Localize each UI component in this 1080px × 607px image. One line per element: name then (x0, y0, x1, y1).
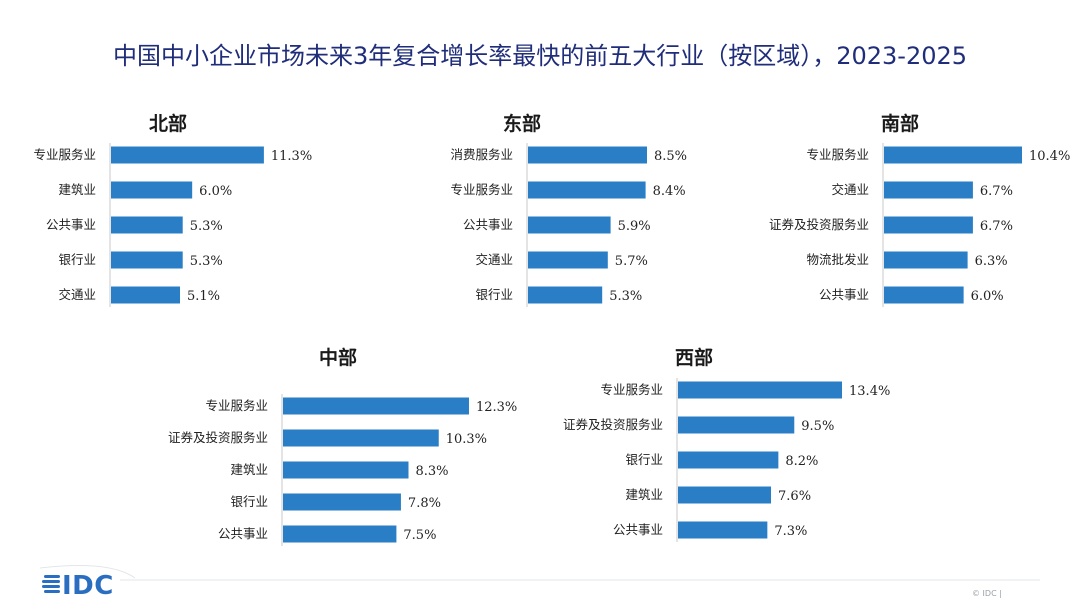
category-label: 证券及投资服务业 (563, 417, 663, 432)
bar (884, 251, 968, 269)
data-label: 13.4% (849, 384, 890, 399)
bar (678, 416, 795, 434)
category-label: 银行业 (230, 494, 268, 509)
category-label: 公共事业 (463, 217, 513, 232)
data-label: 10.4% (1029, 149, 1070, 164)
bar (111, 181, 193, 199)
idc-logo: IDC (42, 571, 114, 601)
category-label: 专业服务业 (33, 147, 96, 162)
category-label: 专业服务业 (806, 147, 869, 162)
chart-title: 中国中小企业市场未来3年复合增长率最快的前五大行业（按区域），2023-2025 (113, 42, 967, 70)
bar (111, 286, 181, 304)
data-label: 5.3% (190, 219, 223, 234)
category-label: 物流批发业 (806, 252, 869, 267)
category-label: 公共事业 (613, 522, 663, 537)
category-label: 银行业 (625, 452, 663, 467)
bar (283, 429, 439, 447)
category-label: 专业服务业 (600, 382, 663, 397)
bar (884, 181, 973, 199)
data-label: 7.8% (408, 496, 441, 511)
bar (678, 521, 768, 539)
bar (283, 461, 409, 479)
panel-title: 西部 (675, 346, 713, 369)
bar (111, 146, 264, 164)
data-label: 12.3% (476, 400, 517, 415)
data-label: 10.3% (446, 432, 487, 447)
bar (528, 251, 608, 269)
category-label: 公共事业 (46, 217, 96, 232)
bar (528, 286, 603, 304)
bar (884, 216, 973, 234)
logo-text: IDC (62, 571, 114, 601)
category-label: 银行业 (475, 287, 513, 302)
footer-curve (39, 565, 136, 579)
data-label: 8.3% (415, 464, 448, 479)
data-label: 7.6% (778, 489, 811, 504)
bar (528, 181, 646, 199)
category-label: 公共事业 (218, 526, 268, 541)
bar (678, 486, 772, 504)
logo-stripe (42, 585, 60, 588)
data-label: 6.7% (980, 184, 1013, 199)
category-label: 交通业 (831, 182, 869, 197)
bar (283, 493, 401, 511)
data-label: 7.5% (403, 528, 436, 543)
bar (678, 451, 779, 469)
category-label: 专业服务业 (450, 182, 513, 197)
panel-title: 中部 (319, 346, 357, 369)
bar (884, 286, 964, 304)
logo-stripe (44, 590, 60, 593)
data-label: 6.7% (980, 219, 1013, 234)
data-label: 8.4% (653, 184, 686, 199)
data-label: 6.3% (975, 254, 1008, 269)
data-label: 8.2% (785, 454, 818, 469)
data-label: 6.0% (971, 289, 1004, 304)
category-label: 证券及投资服务业 (168, 430, 268, 445)
data-label: 5.7% (615, 254, 648, 269)
bar (884, 146, 1023, 164)
bar (678, 381, 843, 399)
logo-stripe (42, 580, 60, 583)
idc-stripes-icon (42, 575, 60, 593)
footer-copyright: © IDC | (972, 589, 1002, 598)
panel-title: 北部 (149, 112, 187, 135)
data-label: 5.1% (187, 289, 220, 304)
category-label: 交通业 (58, 287, 96, 302)
logo-stripe (44, 575, 60, 578)
bar (283, 397, 469, 415)
bar (283, 525, 397, 543)
panel-title: 南部 (881, 112, 919, 135)
category-label: 银行业 (58, 252, 96, 267)
panel-title: 东部 (503, 112, 541, 135)
data-label: 6.0% (199, 184, 232, 199)
data-label: 5.9% (618, 219, 651, 234)
bar (111, 251, 183, 269)
category-label: 交通业 (475, 252, 513, 267)
data-label: 5.3% (190, 254, 223, 269)
data-label: 9.5% (801, 419, 834, 434)
category-label: 建筑业 (625, 487, 663, 502)
bar (528, 146, 647, 164)
bar (528, 216, 611, 234)
category-label: 专业服务业 (205, 398, 268, 413)
category-label: 消费服务业 (450, 147, 513, 162)
category-label: 建筑业 (230, 462, 268, 477)
category-label: 公共事业 (819, 287, 869, 302)
data-label: 5.3% (609, 289, 642, 304)
data-label: 8.5% (654, 149, 687, 164)
category-label: 建筑业 (58, 182, 96, 197)
category-label: 证券及投资服务业 (769, 217, 869, 232)
bar (111, 216, 183, 234)
data-label: 11.3% (271, 149, 312, 164)
data-label: 7.3% (774, 524, 807, 539)
